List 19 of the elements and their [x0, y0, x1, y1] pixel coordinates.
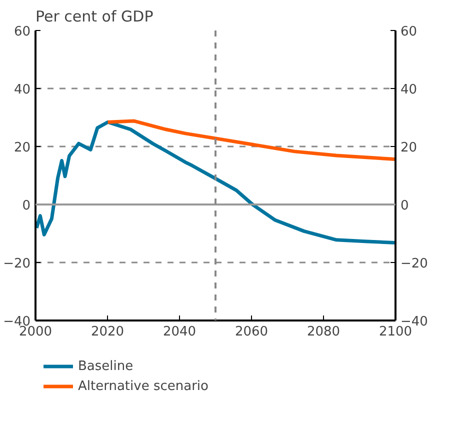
y-tick-label: 60 — [14, 24, 31, 40]
y-tick-label: 20 — [14, 140, 31, 156]
y-tick-label: −20 — [3, 256, 31, 272]
x-tick-label: 2060 — [234, 324, 268, 340]
y-tick-label: 40 — [14, 82, 31, 98]
chart-title: Per cent of GDP — [36, 8, 154, 26]
y-tick-label: 0 — [22, 198, 31, 214]
legend-label: Baseline — [78, 358, 134, 374]
y2-tick-label: 40 — [400, 82, 418, 98]
y2-tick-label: 0 — [400, 198, 409, 214]
y2-tick-label: 60 — [400, 24, 418, 40]
legend-label: Alternative scenario — [78, 378, 208, 394]
x-tick-label: 2020 — [90, 324, 124, 340]
line-series — [106, 119, 396, 162]
y2-tick-label: −20 — [400, 256, 428, 272]
line-series — [36, 120, 396, 245]
x-tick-label: 2080 — [306, 324, 340, 340]
x-tick-label: 2040 — [162, 324, 196, 340]
y2-tick-label: 20 — [400, 140, 418, 156]
